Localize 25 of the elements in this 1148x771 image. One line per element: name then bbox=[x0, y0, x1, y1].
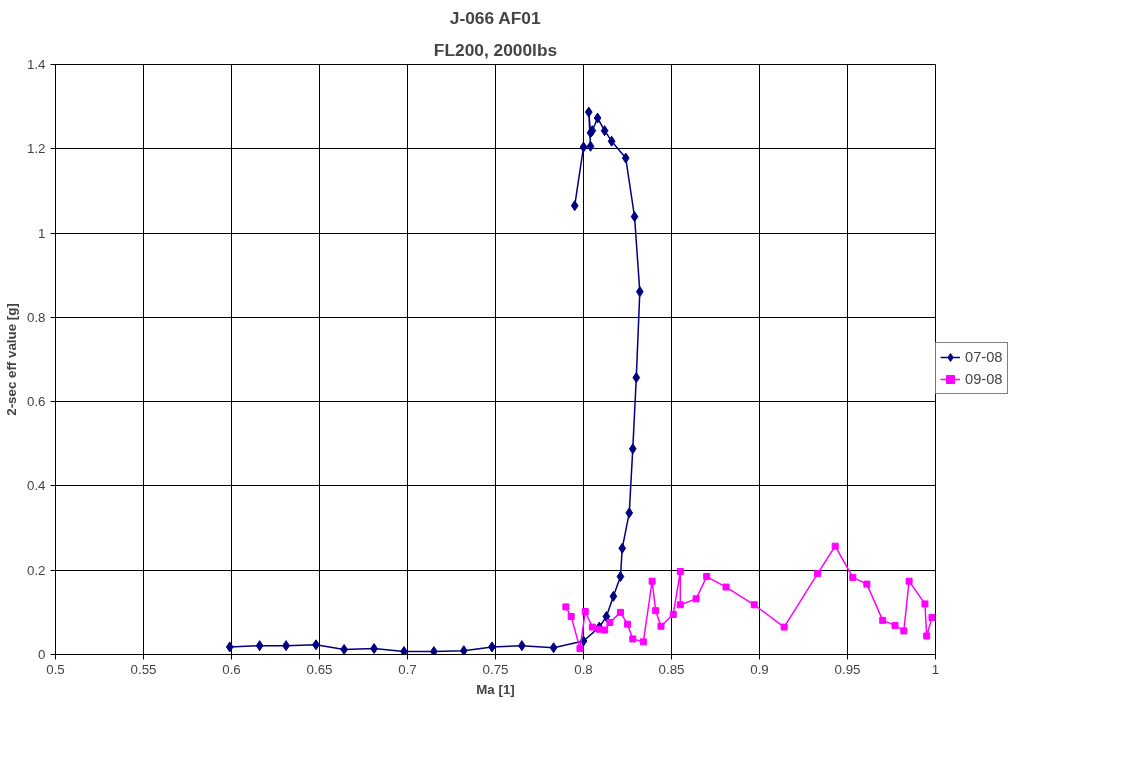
y-tick-label: 1 bbox=[38, 225, 46, 241]
x-tick-label: 0.95 bbox=[834, 661, 861, 677]
legend-label: 07-08 bbox=[965, 349, 1003, 365]
y-tick-label: 0 bbox=[38, 647, 46, 662]
x-tick-label: 0.9 bbox=[750, 661, 769, 677]
chart-title: J-066 AF01 bbox=[449, 7, 541, 28]
x-tick-label: 0.5 bbox=[46, 661, 65, 677]
x-axis-title: Ma [1] bbox=[476, 681, 515, 697]
x-tick-label: 0.55 bbox=[130, 661, 157, 677]
y-tick-label: 1.4 bbox=[26, 57, 47, 72]
y-axis-title: 2-sec eff value [g] bbox=[3, 303, 19, 416]
legend-label: 09-08 bbox=[965, 371, 1003, 387]
y-tick-label: 0.6 bbox=[26, 394, 46, 410]
x-tick-label: 1 bbox=[931, 661, 940, 677]
y-tick-label: 0.8 bbox=[26, 309, 46, 325]
x-tick-label: 0.6 bbox=[222, 661, 241, 677]
x-tick-label: 0.85 bbox=[658, 661, 685, 677]
x-tick-label: 0.7 bbox=[398, 661, 417, 677]
x-tick-label: 0.65 bbox=[306, 661, 333, 677]
y-tick-label: 0.4 bbox=[26, 478, 47, 494]
y-tick-label: 0.2 bbox=[26, 562, 46, 578]
x-tick-label: 0.75 bbox=[482, 661, 509, 677]
y-tick-label: 1.2 bbox=[26, 141, 46, 157]
x-tick-label: 0.8 bbox=[574, 661, 593, 677]
chart-subtitle: FL200, 2000lbs bbox=[433, 39, 558, 60]
